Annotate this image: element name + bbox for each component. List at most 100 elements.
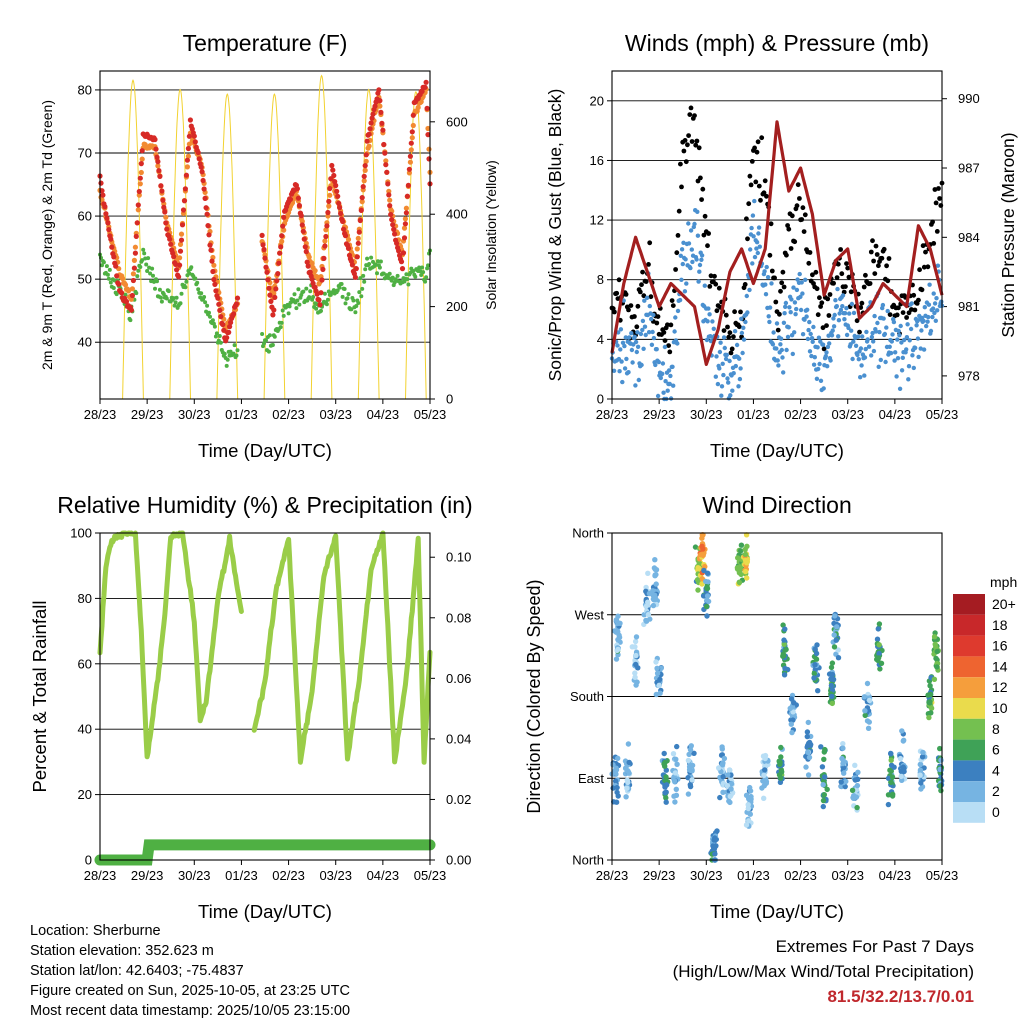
data-point [678, 161, 683, 167]
data-point [119, 290, 125, 296]
data-point [670, 303, 676, 308]
data-point [196, 156, 202, 162]
data-point [705, 319, 710, 324]
data-point [615, 343, 620, 348]
data-point [614, 290, 620, 296]
temperature-y2tick-label: 600 [446, 114, 468, 129]
data-point [674, 743, 680, 750]
data-point [821, 792, 827, 798]
data-point [396, 248, 402, 254]
data-point [868, 249, 874, 255]
data-point [926, 302, 932, 307]
data-point [367, 126, 373, 132]
data-point [662, 344, 668, 350]
data-point [193, 276, 198, 281]
winds-xtick-label: 04/23 [879, 407, 912, 422]
data-point [128, 307, 134, 313]
data-point [881, 316, 886, 321]
data-point [158, 295, 163, 300]
data-point [838, 247, 843, 252]
data-point [199, 291, 204, 296]
series-wind-direction [609, 532, 945, 863]
data-point [879, 255, 885, 261]
data-point [794, 203, 800, 209]
series-2m-t [97, 79, 433, 344]
data-point [821, 386, 826, 391]
data-point [778, 336, 784, 341]
data-point [100, 192, 106, 198]
data-point [105, 272, 110, 277]
data-point [742, 568, 749, 575]
data-point [640, 318, 646, 324]
data-point [640, 327, 645, 333]
data-point [618, 327, 624, 332]
humidity-y2tick-label: 0.00 [446, 853, 471, 868]
winds-xtick-label: 05/23 [926, 407, 959, 422]
data-point [710, 319, 715, 324]
data-point [704, 584, 710, 590]
data-point [272, 294, 278, 300]
data-point [818, 744, 824, 750]
data-point [643, 617, 649, 624]
data-point [909, 307, 914, 312]
data-point [611, 368, 617, 373]
data-point [866, 697, 873, 704]
data-point [134, 291, 139, 296]
data-point [699, 535, 705, 541]
data-point [780, 269, 786, 275]
data-point [700, 546, 706, 552]
data-point [161, 204, 167, 210]
data-point [789, 729, 795, 736]
data-point [135, 207, 141, 213]
data-point [381, 271, 386, 276]
data-point [735, 555, 741, 561]
temperature-title: Temperature (F) [183, 30, 348, 56]
data-point [276, 260, 282, 266]
data-point [859, 363, 864, 368]
data-point [892, 358, 897, 363]
data-point [620, 340, 626, 345]
data-point [407, 153, 413, 159]
data-point [763, 282, 768, 287]
winds-title: Winds (mph) & Pressure (mb) [625, 30, 929, 56]
data-point [324, 223, 330, 229]
data-point [795, 182, 801, 188]
data-point [828, 682, 835, 689]
data-point [829, 693, 835, 700]
data-point [614, 784, 620, 791]
data-point [705, 579, 711, 585]
data-point [280, 223, 286, 229]
data-point [873, 243, 879, 249]
data-point [299, 218, 305, 224]
humidity-xtick-label: 04/23 [367, 868, 400, 883]
temperature-xtick-label: 05/23 [414, 407, 447, 422]
data-point [220, 321, 226, 328]
data-point [825, 344, 831, 350]
data-point [749, 225, 754, 231]
data-point [296, 202, 302, 209]
data-point [762, 269, 767, 274]
data-point [778, 744, 784, 751]
data-point [911, 365, 916, 371]
data-point [756, 225, 762, 230]
data-point [719, 761, 726, 768]
data-point [304, 286, 309, 291]
data-point [740, 350, 745, 356]
data-point [682, 289, 688, 294]
data-point [836, 318, 842, 323]
data-point [811, 670, 817, 677]
data-point [361, 178, 367, 184]
data-point [354, 254, 360, 260]
data-point [278, 244, 284, 250]
temperature-plot-frame [99, 70, 431, 400]
winds-ytick-label: 8 [597, 272, 604, 287]
data-point [747, 788, 754, 794]
data-point [387, 203, 393, 209]
data-point [889, 774, 896, 780]
data-point [629, 644, 635, 650]
data-point [411, 269, 416, 273]
colorbar-swatch [953, 739, 985, 761]
data-point [128, 318, 133, 323]
data-point [728, 350, 734, 356]
data-point [201, 186, 207, 192]
